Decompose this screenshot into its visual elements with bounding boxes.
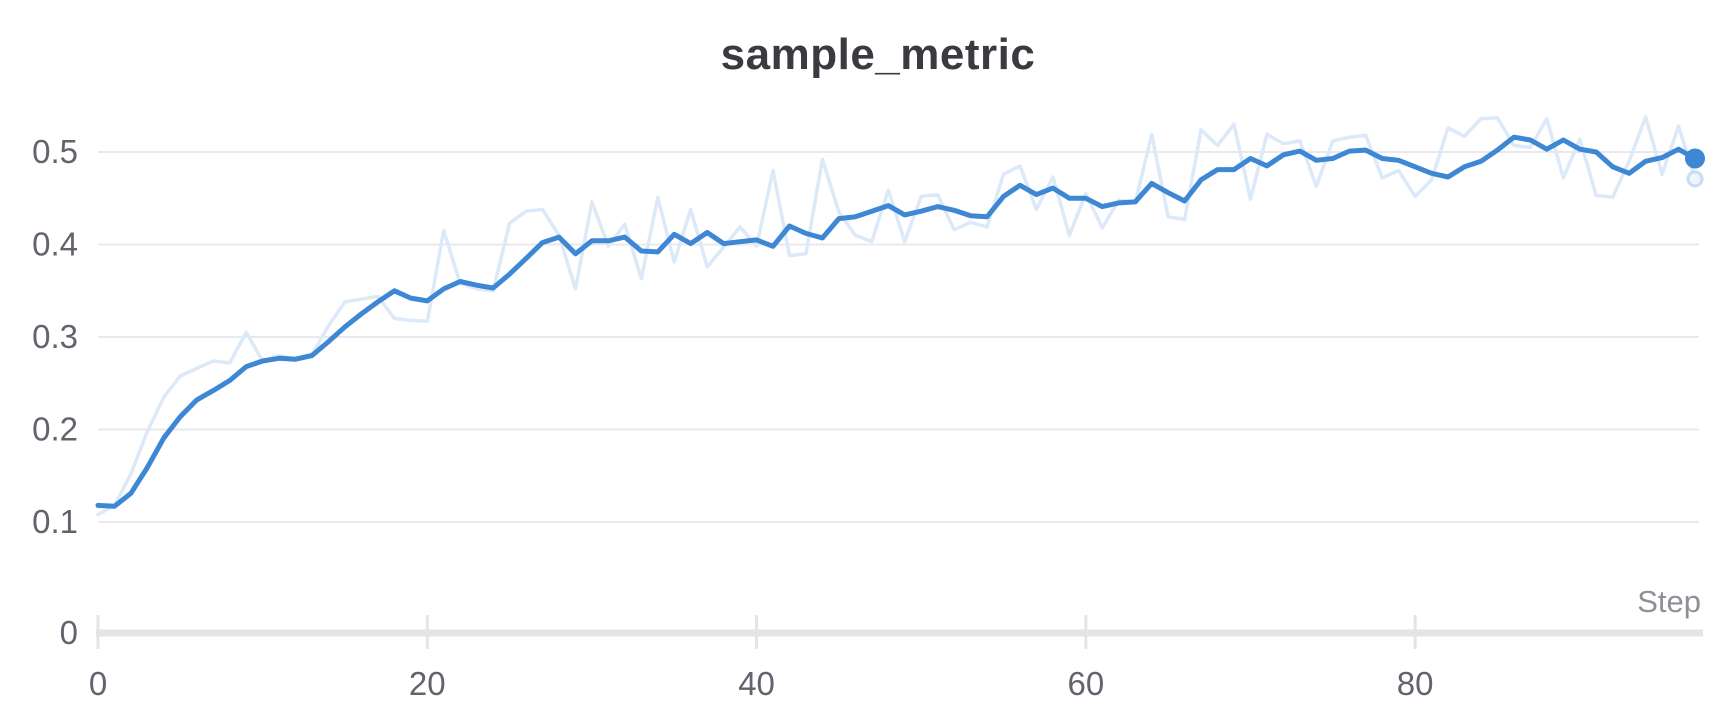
latest-point-marker <box>1685 148 1705 169</box>
y-tick-label: 0 <box>60 614 78 651</box>
x-tick-label: 60 <box>1067 665 1104 702</box>
y-tick-label: 0.5 <box>32 133 78 170</box>
x-tick-label: 20 <box>409 665 446 702</box>
y-tick-label: 0.4 <box>32 226 78 263</box>
latest-raw-point-marker <box>1686 170 1704 188</box>
y-tick-label: 0.1 <box>32 503 78 540</box>
x-tick-label: 80 <box>1397 665 1434 702</box>
smoothed-line <box>95 134 1698 509</box>
chart-title: sample_metric <box>720 30 1036 79</box>
y-tick-label: 0.3 <box>32 318 78 355</box>
original-unsmoothed-line <box>96 115 1697 517</box>
x-tick-label: 40 <box>738 665 775 702</box>
x-axis-title: Step <box>1637 584 1701 619</box>
y-tick-label: 0.2 <box>32 411 78 448</box>
x-tick-label: 0 <box>89 665 107 702</box>
